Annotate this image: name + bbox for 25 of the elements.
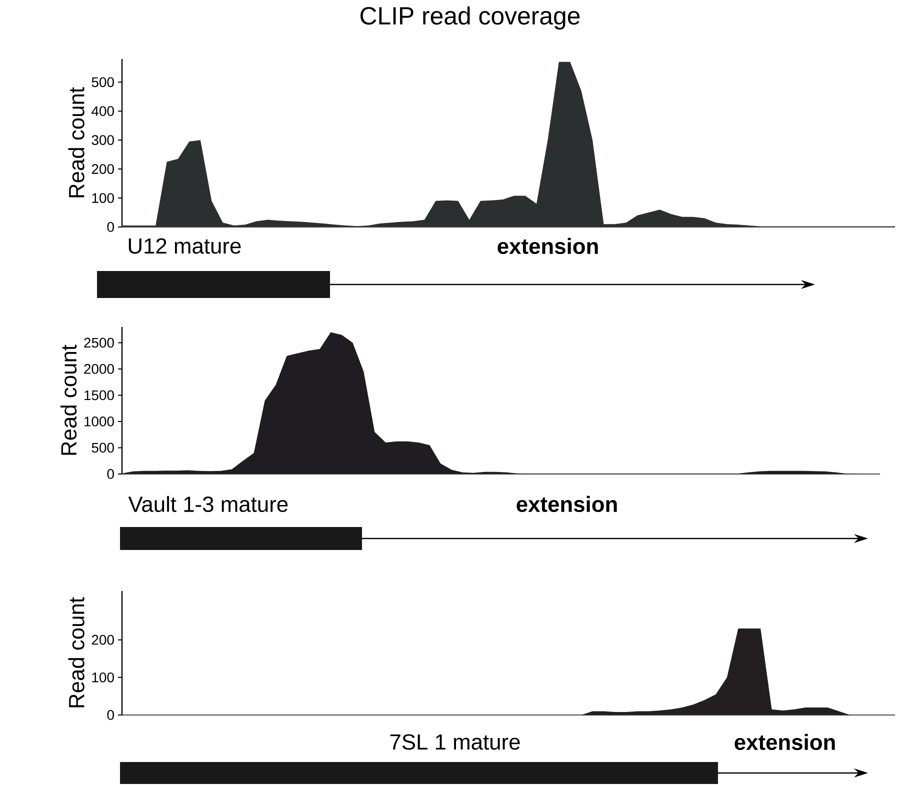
y-axis-title: Read count xyxy=(68,87,84,198)
y-tick-label: 0 xyxy=(107,710,114,720)
y-tick-label: 0 xyxy=(107,469,114,479)
text: Vault 1-3 mature xyxy=(128,496,288,512)
y-tick-label: 2500 xyxy=(84,338,114,348)
text: U12 mature xyxy=(128,238,241,254)
y-tick-label: 100 xyxy=(92,193,114,203)
text: extension xyxy=(516,496,617,512)
y-tick-label: 1000 xyxy=(84,416,114,426)
text: extension xyxy=(734,734,835,750)
y-tick-label: 500 xyxy=(92,442,114,453)
y-tick-label: 2000 xyxy=(84,364,114,374)
chart-title: CLIP read coverage xyxy=(360,6,580,30)
y-tick-label: 500 xyxy=(92,77,114,88)
y-axis-title: Read count xyxy=(68,597,84,708)
y-tick-label: 0 xyxy=(107,222,114,232)
text: extension xyxy=(498,238,598,254)
y-axis-title: Read count xyxy=(60,344,77,455)
y-tick-label: 200 xyxy=(92,634,114,645)
y-tick-label: 400 xyxy=(92,106,114,116)
text: 7SL 1 mature xyxy=(390,734,520,750)
y-tick-label: 300 xyxy=(92,135,114,146)
y-tick-label: 1500 xyxy=(84,390,114,400)
y-tick-label: 200 xyxy=(92,164,114,174)
y-tick-label: 100 xyxy=(92,672,114,682)
